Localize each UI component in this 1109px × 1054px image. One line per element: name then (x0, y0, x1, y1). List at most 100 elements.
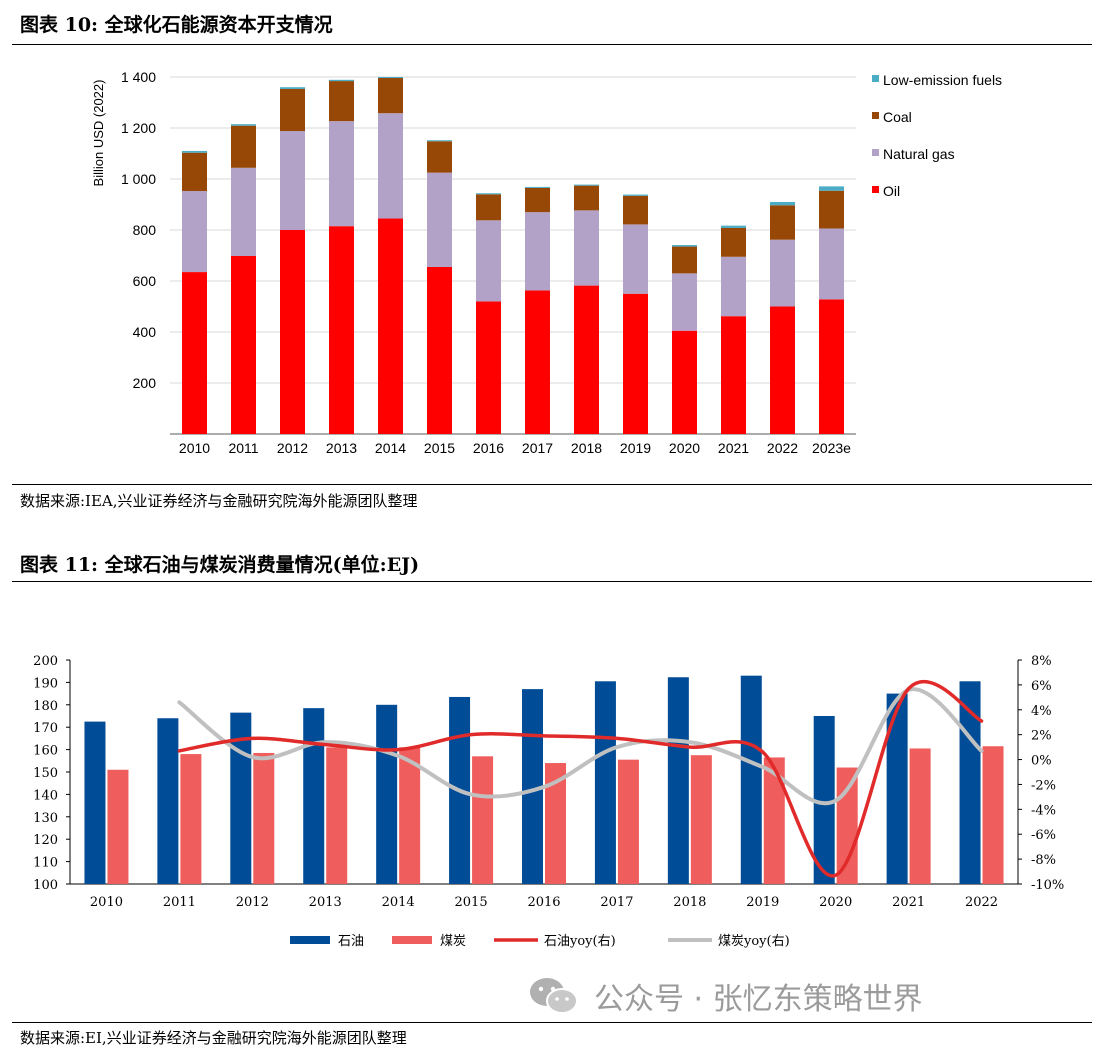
bar-petroleum (594, 681, 616, 884)
bar-segment-coal (525, 187, 550, 213)
figure-10-top-rule (12, 44, 1092, 45)
bar-segment-oil (476, 301, 501, 434)
left-tick-label: 160 (33, 744, 58, 759)
legend-label: Oil (883, 183, 900, 199)
x-tick-label: 2022 (965, 895, 998, 910)
right-tick-label: -6% (1031, 828, 1056, 843)
bar-segment-coal (623, 195, 648, 225)
bar-segment-natural-gas (721, 256, 746, 317)
right-tick-label: -4% (1031, 803, 1056, 818)
bar-petroleum (813, 716, 835, 884)
right-tick-label: 8% (1031, 654, 1052, 669)
bar-segment-natural-gas (476, 220, 501, 302)
bar-petroleum (157, 718, 179, 884)
bar-segment-oil (525, 290, 550, 434)
right-tick-label: 0% (1031, 754, 1052, 769)
bar-segment-natural-gas (378, 113, 403, 219)
bar-segment-low-emission-fuels (378, 77, 403, 79)
x-tick-label: 2016 (527, 895, 560, 910)
bar-coal (472, 756, 494, 884)
x-tick-label: 2021 (718, 440, 749, 456)
bar-segment-natural-gas (770, 239, 795, 307)
bar-segment-oil (329, 226, 354, 434)
bar-coal (545, 763, 566, 884)
legend-label: Coal (883, 109, 912, 125)
x-tick-label: 2020 (819, 895, 852, 910)
bar-segment-natural-gas (427, 172, 452, 267)
legend-swatch (290, 936, 330, 944)
y-tick-label: 1 400 (121, 69, 156, 85)
x-tick-label: 2015 (455, 895, 488, 910)
watermark-text: 公众号 · 张忆东策略世界 (594, 982, 923, 1017)
x-tick-label: 2010 (179, 440, 210, 456)
x-tick-label: 2012 (236, 895, 269, 910)
legend-label: 煤炭yoy(右) (718, 934, 790, 949)
x-tick-label: 2013 (326, 440, 357, 456)
x-tick-label: 2019 (620, 440, 651, 456)
x-tick-label: 2022 (767, 440, 798, 456)
legend-label: Natural gas (883, 146, 955, 162)
left-tick-label: 100 (33, 878, 58, 893)
left-tick-label: 120 (33, 833, 58, 848)
bar-segment-coal (574, 185, 599, 211)
bar-segment-low-emission-fuels (770, 201, 795, 206)
left-tick-label: 110 (33, 856, 58, 871)
bar-segment-low-emission-fuels (280, 87, 305, 89)
bar-segment-low-emission-fuels (525, 186, 550, 188)
x-tick-label: 2016 (473, 440, 504, 456)
bar-segment-coal (427, 141, 452, 173)
left-tick-label: 150 (33, 766, 58, 781)
bar-segment-oil (672, 330, 697, 434)
figure-11-title: 图表 11: 全球石油与煤炭消费量情况(单位:EJ) (20, 554, 420, 576)
legend-swatch (872, 186, 879, 193)
bar-segment-coal (721, 227, 746, 257)
bar-segment-coal (231, 125, 256, 168)
bar-segment-low-emission-fuels (672, 245, 697, 247)
bar-coal (253, 752, 275, 884)
bar-petroleum (376, 704, 398, 884)
bar-segment-oil (770, 306, 795, 434)
bar-coal (326, 747, 348, 884)
right-tick-label: -10% (1031, 878, 1064, 893)
bar-coal (107, 769, 129, 884)
bar-segment-natural-gas (182, 190, 207, 273)
bar-segment-low-emission-fuels (231, 124, 256, 126)
legend-swatch (392, 936, 432, 944)
y-axis-label: Billion USD (2022) (91, 80, 106, 187)
bar-segment-low-emission-fuels (623, 194, 648, 196)
bar-segment-coal (672, 246, 697, 274)
x-tick-label: 2010 (90, 895, 123, 910)
bar-petroleum (740, 675, 762, 884)
x-tick-label: 2023e (812, 440, 851, 456)
figure-10-bottom-rule (12, 484, 1092, 485)
x-tick-label: 2017 (522, 440, 553, 456)
bar-segment-low-emission-fuels (819, 186, 844, 191)
bar-segment-low-emission-fuels (182, 150, 207, 153)
bar-segment-low-emission-fuels (574, 184, 599, 186)
bar-segment-natural-gas (231, 167, 256, 257)
figure-11-bottom-rule (12, 1022, 1092, 1023)
bar-segment-oil (182, 272, 207, 434)
line-petroleum-yoy (177, 679, 984, 878)
left-tick-label: 190 (33, 676, 58, 691)
bar-segment-low-emission-fuels (721, 225, 746, 228)
figure-10-source: 数据来源:IEA,兴业证券经济与金融研究院海外能源团队整理 (20, 492, 418, 510)
x-tick-label: 2014 (375, 440, 406, 456)
legend-swatch (872, 112, 879, 119)
bar-segment-natural-gas (623, 224, 648, 294)
x-tick-label: 2020 (669, 440, 700, 456)
x-tick-label: 2011 (163, 895, 196, 910)
bar-segment-oil (427, 266, 452, 434)
bar-segment-coal (378, 78, 403, 114)
bar-segment-coal (476, 194, 501, 221)
x-tick-label: 2021 (892, 895, 925, 910)
bar-coal (836, 767, 858, 884)
bar-segment-coal (280, 88, 305, 132)
right-tick-label: 4% (1031, 704, 1052, 719)
x-tick-label: 2011 (228, 440, 258, 456)
legend-swatch (872, 75, 879, 82)
left-tick-label: 140 (33, 788, 58, 803)
figure-11-top-rule (12, 581, 1092, 582)
figure-11-source: 数据来源:EI,兴业证券经济与金融研究院海外能源团队整理 (20, 1029, 407, 1047)
bar-segment-oil (721, 316, 746, 434)
